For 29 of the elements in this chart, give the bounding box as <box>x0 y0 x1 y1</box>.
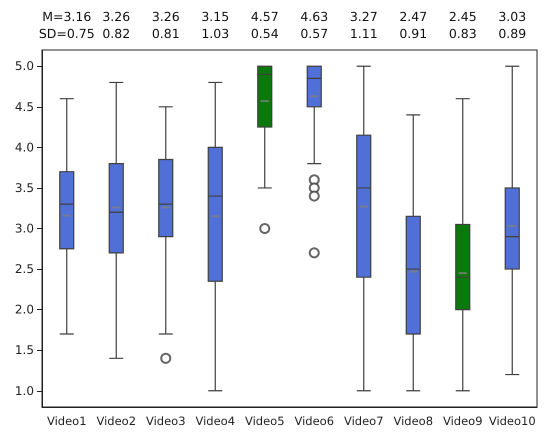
text: M=3.16 SD=0.75 <box>38 9 95 41</box>
y-tick-label: 2.0 <box>14 302 34 317</box>
x-tick-label: Video3 <box>146 414 186 428</box>
text: 4.57 0.54 <box>250 9 279 41</box>
text: 3.26 0.82 <box>102 9 130 41</box>
text: 2.45 0.83 <box>448 9 477 41</box>
y-tick-label: 2.5 <box>14 262 34 276</box>
y-tick-label: 1.0 <box>14 384 34 398</box>
x-tick-label: Video6 <box>294 414 334 428</box>
x-tick-label: Video9 <box>442 414 483 428</box>
y-tick-label: 3.5 <box>14 180 34 195</box>
y-tick-label: 4.0 <box>14 140 34 154</box>
y-tick-label: 5.0 <box>14 59 34 74</box>
y-tick-label: 4.5 <box>14 100 34 114</box>
x-tick-label: Video1 <box>46 414 87 428</box>
text: 3.27 1.11 <box>350 9 378 41</box>
x-tick-label: Video10 <box>488 414 536 428</box>
text: 3.15 1.03 <box>201 9 230 41</box>
text: 3.03 0.89 <box>498 9 526 41</box>
x-tick-label: Video2 <box>96 414 136 428</box>
y-tick-label: 1.5 <box>14 343 34 358</box>
x-tick-label: Video8 <box>393 414 434 428</box>
y-tick-label: 3.0 <box>14 222 34 236</box>
text: 4.63 0.57 <box>300 9 328 41</box>
x-tick-label: Video7 <box>344 414 384 428</box>
text: 2.47 0.91 <box>399 9 428 41</box>
x-tick-label: Video5 <box>244 414 285 428</box>
x-tick-label: Video4 <box>195 414 236 428</box>
text: 3.26 0.81 <box>152 9 180 41</box>
